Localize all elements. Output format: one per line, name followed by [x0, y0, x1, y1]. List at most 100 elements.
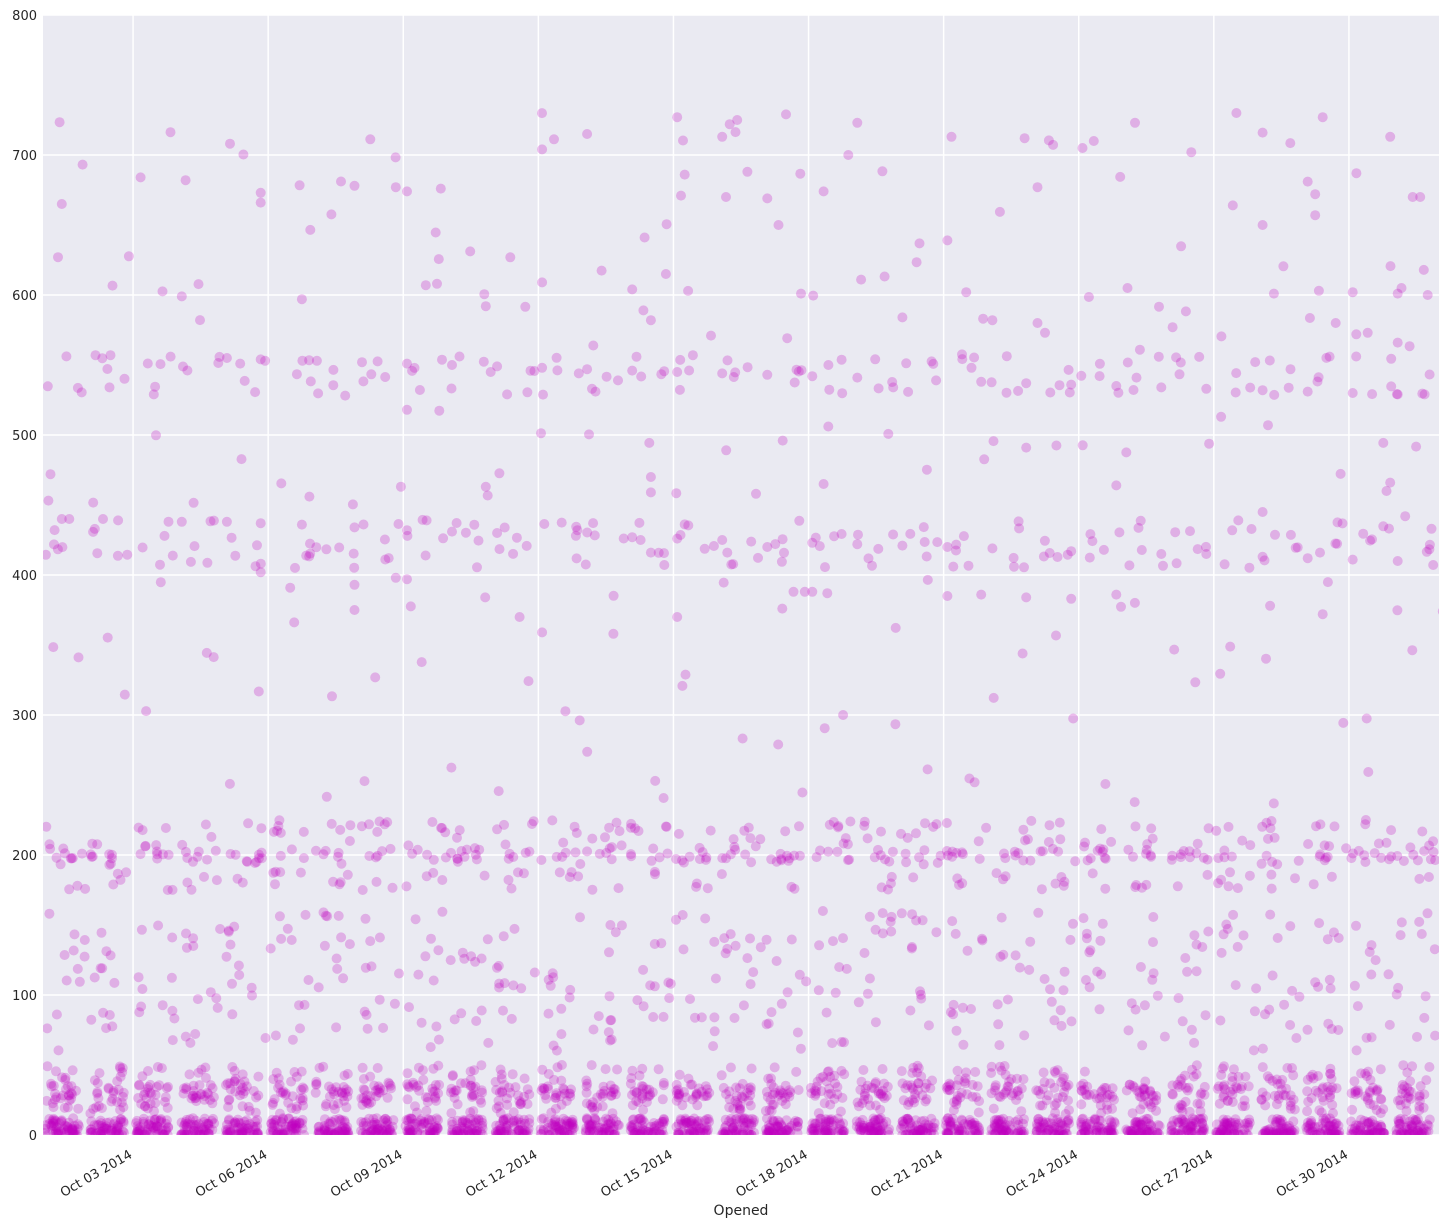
data-point — [412, 1117, 423, 1128]
data-point — [337, 1121, 348, 1132]
data-point — [735, 1104, 746, 1115]
data-point — [64, 1095, 75, 1106]
data-point — [1166, 1129, 1177, 1135]
data-point — [138, 1118, 149, 1129]
data-point — [1051, 1129, 1061, 1135]
data-point — [1015, 1128, 1026, 1135]
data-point — [466, 1090, 477, 1101]
data-point — [635, 535, 646, 545]
data-point — [508, 1107, 519, 1118]
data-point — [748, 1117, 759, 1128]
data-point — [673, 1129, 684, 1135]
data-point — [427, 817, 438, 827]
data-point — [177, 839, 188, 850]
data-point — [407, 365, 418, 376]
data-point — [337, 1088, 347, 1099]
data-point — [1332, 517, 1343, 528]
data-point — [268, 826, 279, 837]
data-point — [1044, 548, 1055, 558]
data-point — [1419, 1012, 1430, 1023]
y-tick-label: 0 — [29, 1129, 37, 1144]
data-point — [524, 1114, 535, 1125]
data-point — [521, 1127, 532, 1135]
data-point — [87, 1127, 98, 1135]
data-point — [731, 1091, 742, 1102]
data-point — [1177, 1100, 1188, 1111]
data-point — [1083, 1129, 1094, 1135]
data-point — [194, 1129, 205, 1135]
data-point — [960, 1078, 971, 1089]
data-point — [372, 1084, 383, 1095]
data-point — [152, 853, 163, 864]
data-point — [764, 1125, 774, 1135]
data-point — [378, 1085, 389, 1096]
data-point — [751, 488, 761, 499]
data-point — [516, 1097, 527, 1108]
data-point — [62, 1121, 73, 1132]
data-point — [67, 1124, 78, 1135]
data-point — [545, 1129, 556, 1135]
data-point — [859, 1090, 870, 1101]
data-point — [1183, 1124, 1194, 1135]
data-point — [282, 1127, 293, 1135]
data-point — [282, 923, 293, 934]
data-point — [656, 369, 667, 380]
data-point — [836, 354, 847, 365]
data-point — [942, 235, 953, 246]
data-point — [1233, 515, 1244, 526]
data-point — [595, 1122, 606, 1133]
data-point — [131, 1118, 141, 1129]
data-point — [381, 1124, 392, 1135]
data-point — [835, 1106, 846, 1117]
data-point — [820, 1124, 831, 1134]
data-point — [159, 530, 170, 541]
data-point — [564, 872, 575, 883]
data-point — [767, 1126, 778, 1135]
data-point — [1095, 1100, 1106, 1111]
data-point — [334, 879, 345, 890]
data-point — [1257, 220, 1268, 230]
data-point — [865, 1122, 875, 1132]
data-point — [923, 1020, 934, 1031]
data-point — [416, 1122, 427, 1133]
data-point — [1167, 1124, 1177, 1135]
data-point — [809, 1085, 820, 1096]
data-point — [467, 1092, 478, 1102]
data-point — [79, 951, 90, 962]
data-point — [561, 1115, 571, 1126]
data-point — [1124, 1079, 1135, 1090]
data-point — [272, 1129, 283, 1135]
data-point — [157, 286, 168, 297]
data-point — [380, 1114, 391, 1124]
data-point — [414, 385, 425, 395]
data-point — [524, 1118, 535, 1129]
data-point — [402, 358, 412, 369]
data-point — [1085, 853, 1096, 864]
data-point — [784, 1091, 795, 1102]
data-point — [495, 1125, 506, 1135]
data-point — [466, 951, 477, 962]
data-point — [297, 1093, 308, 1104]
data-point — [588, 1129, 598, 1135]
data-point — [134, 1128, 145, 1135]
data-point — [446, 1108, 457, 1119]
data-point — [67, 1129, 78, 1135]
data-point — [724, 1094, 735, 1105]
data-point — [429, 1129, 440, 1135]
data-point — [1055, 1119, 1066, 1130]
data-point — [1049, 1015, 1060, 1026]
data-point — [639, 1117, 650, 1128]
data-point — [1224, 1121, 1234, 1131]
data-point — [1213, 853, 1224, 864]
data-point — [356, 1125, 367, 1135]
data-point — [390, 572, 401, 583]
data-point — [1101, 1092, 1112, 1103]
data-point — [932, 537, 943, 548]
data-point — [198, 1124, 209, 1135]
data-point — [1277, 1123, 1288, 1134]
data-point — [161, 1124, 172, 1135]
data-point — [1332, 538, 1343, 549]
data-point — [1098, 844, 1109, 855]
data-point — [638, 1124, 649, 1135]
data-point — [524, 1089, 535, 1100]
